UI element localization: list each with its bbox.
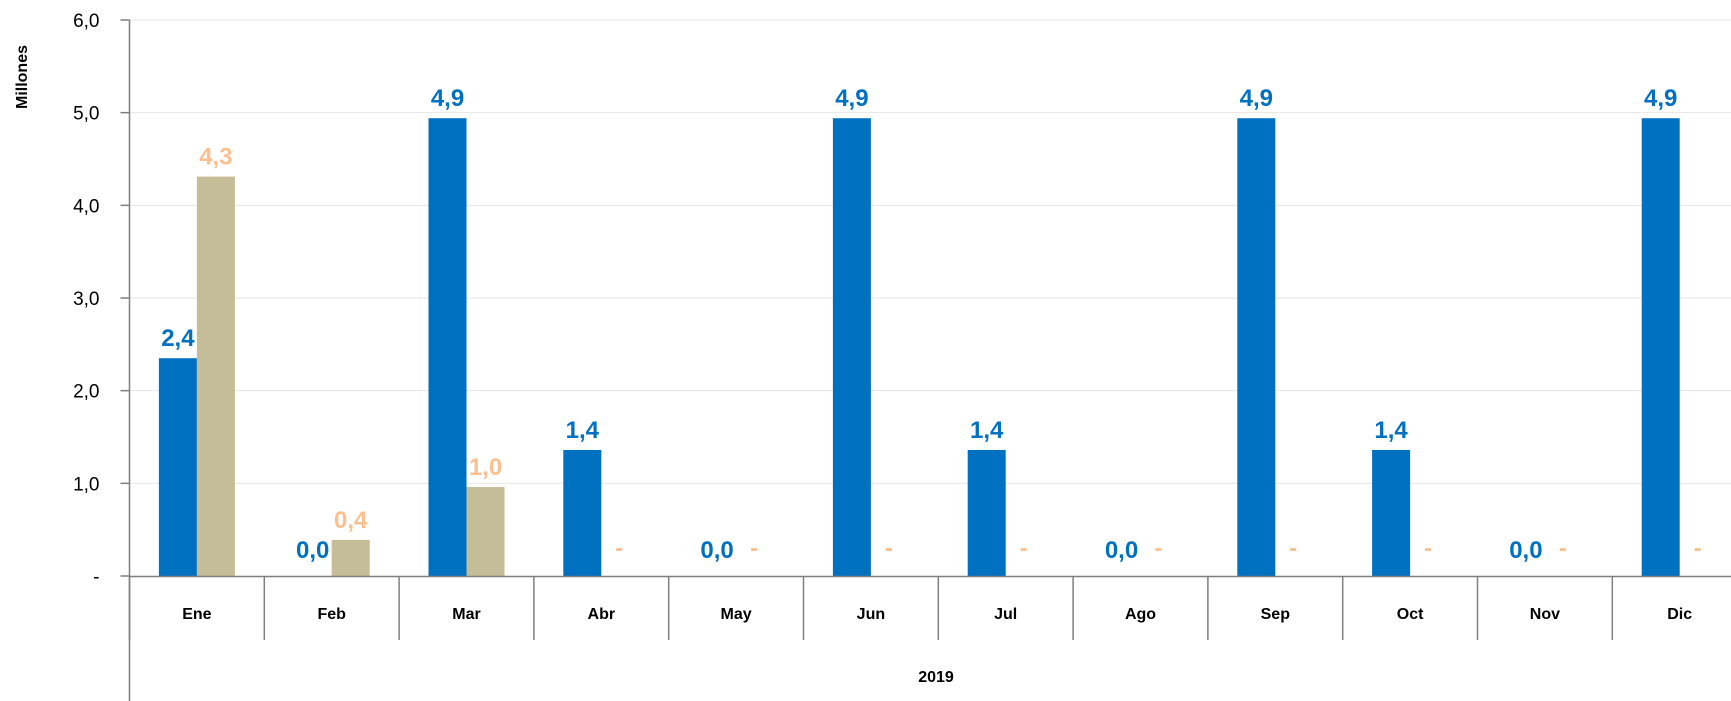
data-label: 4,9 [431, 85, 464, 112]
bar [967, 449, 1006, 576]
data-label: 0,0 [700, 537, 733, 564]
bar [466, 487, 505, 576]
x-tick-label: Sep [1261, 606, 1291, 623]
x-tick-label: Feb [317, 606, 346, 623]
data-label: 1,0 [469, 454, 502, 481]
bar [832, 118, 871, 576]
data-label: 1,4 [566, 417, 600, 444]
bar [428, 118, 467, 576]
data-label: 1,4 [970, 417, 1004, 444]
y-tick-label: 2,0 [73, 382, 99, 403]
x-tick-label: Ene [182, 606, 211, 623]
bar [1641, 118, 1680, 576]
y-tick-label: 3,0 [73, 289, 99, 310]
data-label: - [1289, 535, 1297, 562]
x-tick-label: Ago [1125, 606, 1156, 623]
y-tick-label: 1,0 [73, 474, 99, 495]
year-group-label: 2019 [918, 669, 954, 686]
data-label: - [1559, 535, 1567, 562]
data-labels: 2,4 0,0 4,9 1,4 0,0 4,9 1,4 0,0 4,9 1,4 0,0 4,9 4,3 0… [161, 85, 1701, 564]
bar [331, 539, 370, 576]
gridlines [129, 19, 1731, 484]
y-tick-label: 6,0 [73, 11, 99, 32]
y-tick-label: - [93, 567, 99, 588]
bar [1372, 449, 1411, 576]
y-axis-label: Millones [14, 45, 31, 109]
x-tick-label: Abr [588, 606, 616, 623]
data-label: 4,9 [835, 85, 868, 112]
x-category-labels: Ene Feb Mar Abr May Jun Jul Ago Sep Oct Nov Dic [128, 576, 1692, 640]
x-tick-label: Jul [994, 606, 1017, 623]
data-label: - [885, 535, 893, 562]
bar [196, 176, 235, 576]
y-tick-label: 5,0 [73, 104, 99, 125]
x-tick-label: May [721, 606, 752, 623]
bar [563, 449, 602, 576]
x-tick-label: Oct [1397, 606, 1424, 623]
data-label: - [1155, 535, 1163, 562]
data-label: 1,4 [1374, 417, 1408, 444]
bar [1237, 118, 1276, 576]
bar [158, 358, 197, 576]
data-label: - [615, 535, 623, 562]
data-label: 0,0 [296, 537, 329, 564]
data-label: 0,0 [1105, 537, 1138, 564]
x-tick-label: Dic [1667, 606, 1692, 623]
data-label: - [1424, 535, 1432, 562]
x-tick-label: Mar [452, 606, 480, 623]
y-tick-label: 4,0 [73, 196, 99, 217]
data-label: - [1020, 535, 1028, 562]
x-tick-label: Nov [1530, 606, 1560, 623]
data-label: 4,9 [1240, 85, 1273, 112]
bars [158, 118, 1680, 576]
y-tick-labels: - 1,0 2,0 3,0 4,0 5,0 6,0 [73, 11, 130, 588]
data-label: 4,9 [1644, 85, 1677, 112]
data-label: - [1694, 535, 1702, 562]
x-tick-label: Jun [857, 606, 885, 623]
data-label: 2,4 [161, 325, 195, 352]
data-label: 4,3 [199, 144, 232, 171]
data-label: - [750, 535, 758, 562]
axes [128, 20, 1731, 701]
data-label: 0,0 [1509, 537, 1542, 564]
data-label: 0,4 [334, 507, 368, 534]
